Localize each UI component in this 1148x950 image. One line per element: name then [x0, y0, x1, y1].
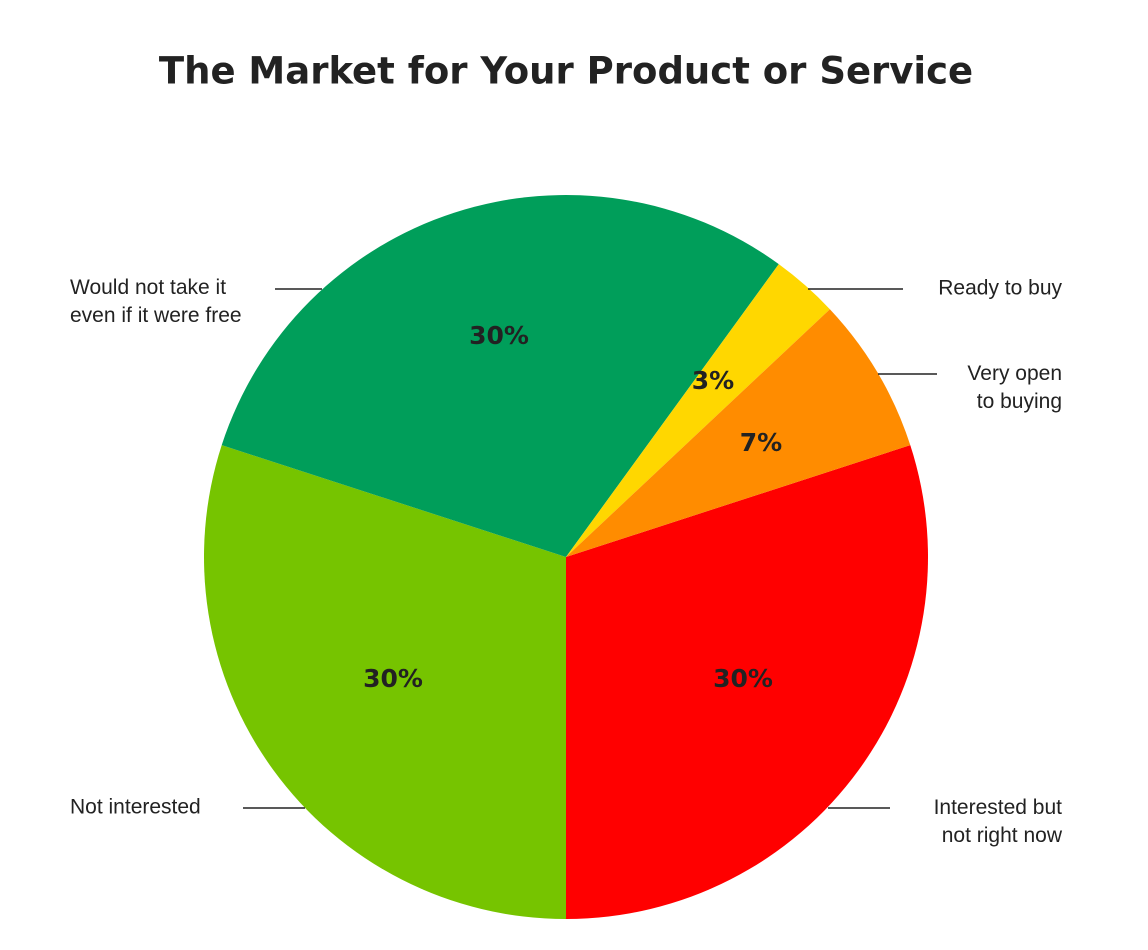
chart-title: The Market for Your Product or Service: [159, 50, 973, 93]
category-label: Not interested: [70, 796, 201, 819]
value-label: 30%: [469, 321, 529, 350]
value-label: 30%: [363, 664, 423, 693]
value-label: 30%: [713, 664, 773, 693]
pie-slice: [566, 445, 929, 919]
value-label: 3%: [692, 366, 734, 395]
pie-slice: [204, 445, 566, 919]
category-label: Would not take it even if it were free: [70, 276, 242, 327]
pie-slice: [566, 309, 911, 557]
category-label: Ready to buy: [938, 277, 1062, 300]
value-label: 7%: [740, 428, 782, 457]
category-label: Interested but not right now: [934, 796, 1063, 847]
category-label: Very open to buying: [967, 362, 1062, 413]
pie-slice: [221, 195, 779, 557]
pie-slice: [566, 264, 830, 557]
